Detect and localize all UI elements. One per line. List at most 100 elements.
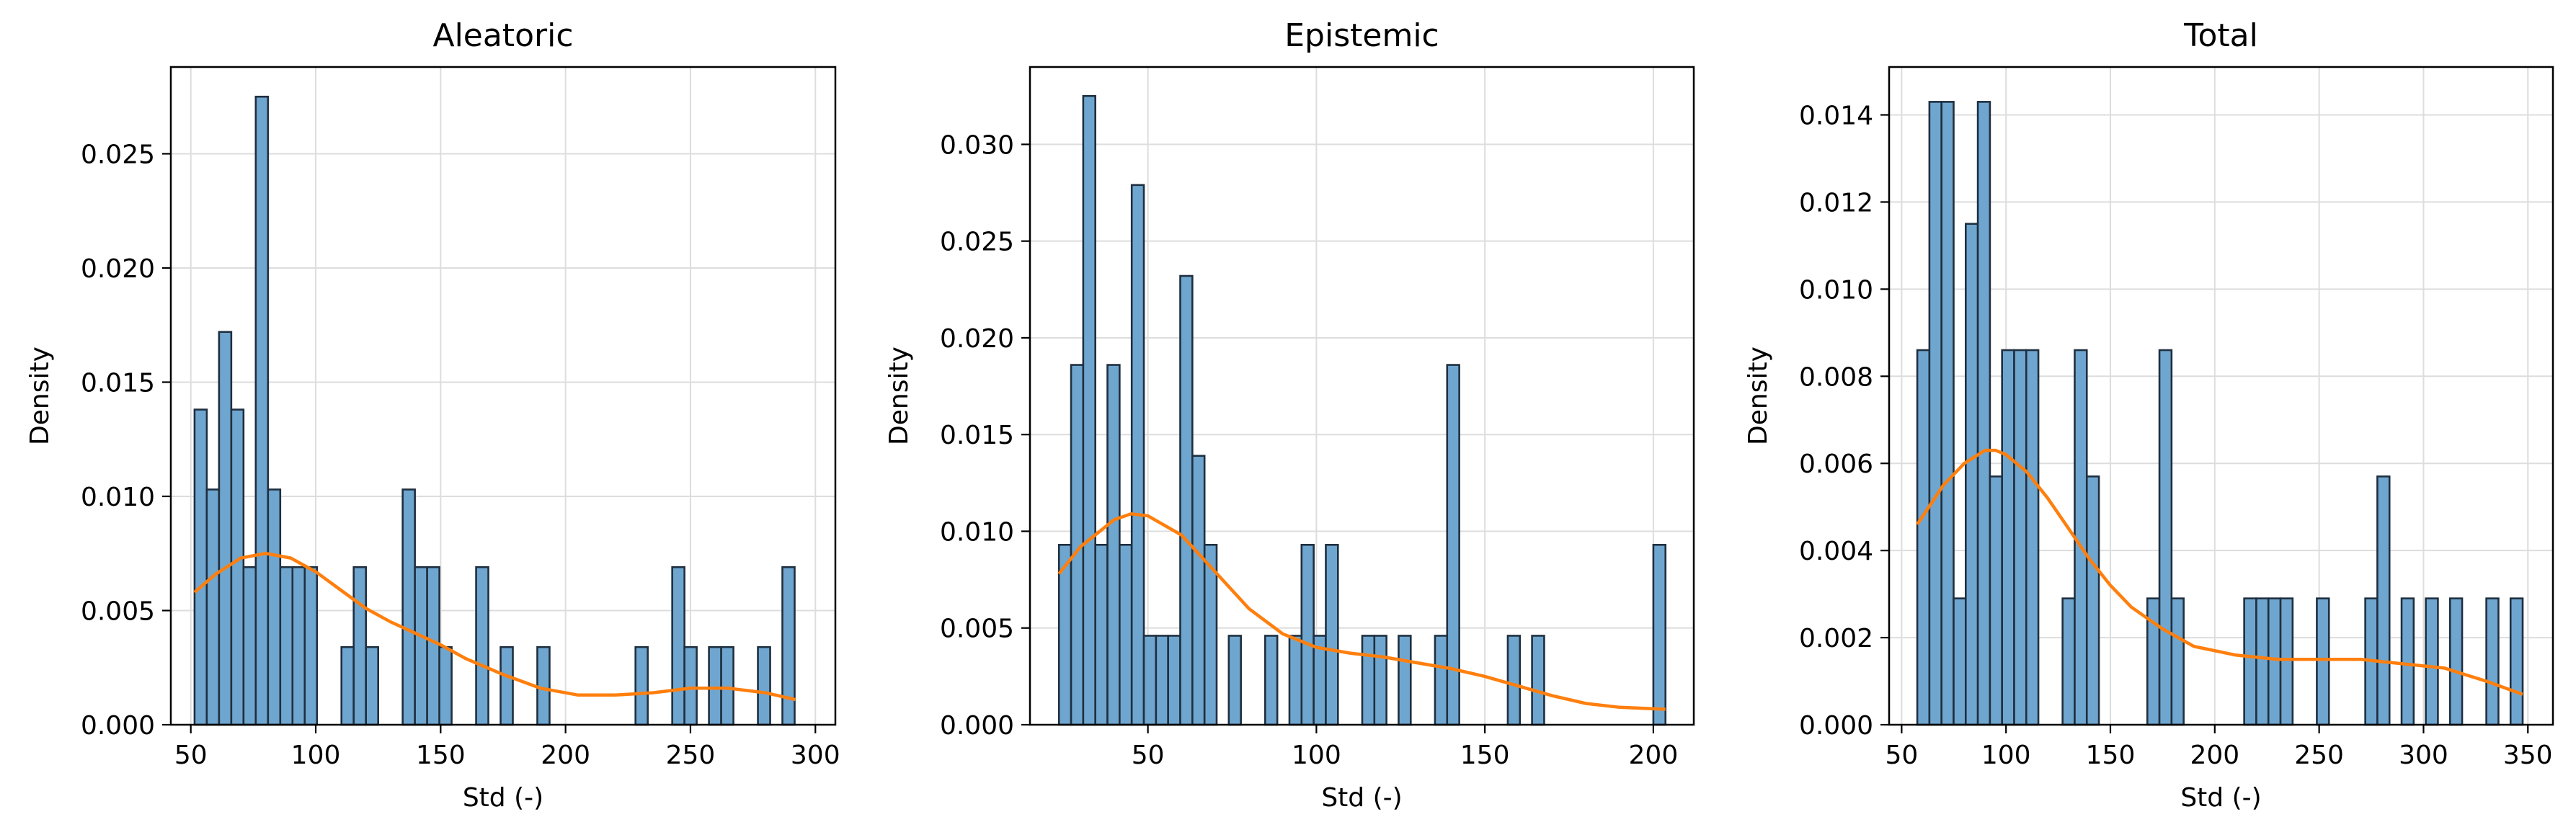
histogram-bar-epistemic-18 <box>1325 543 1339 726</box>
y-tick-label-aleatoric-1: 0.005 <box>81 597 155 626</box>
histogram-bar-total-13 <box>2146 597 2161 726</box>
histogram-bar-aleatoric-8 <box>291 566 306 726</box>
bars-aleatoric <box>193 95 796 726</box>
kde-curve-total <box>1916 448 2523 696</box>
histogram-bar-aleatoric-26 <box>781 566 796 726</box>
x-tick-label-total-6: 350 <box>2503 741 2553 770</box>
histogram-bar-epistemic-10 <box>1179 274 1194 726</box>
kde-curve-epistemic <box>1057 512 1666 711</box>
x-ticks-aleatoric: 50 100 150 200 250 300 <box>174 725 840 770</box>
y-tick-label-total-4: 0.008 <box>1799 362 1873 392</box>
x-tick-label-epistemic-2: 150 <box>1460 741 1510 770</box>
y-tick-label-aleatoric-0: 0.000 <box>81 711 155 741</box>
histogram-bar-aleatoric-3 <box>230 408 245 726</box>
panel-aleatoric: 50 100 150 200 250 300 0.0000.0050.0100.0150.… <box>25 17 840 813</box>
y-tick-label-aleatoric-5: 0.025 <box>81 140 155 169</box>
histogram-bar-aleatoric-5 <box>254 95 270 726</box>
chart-title-total: Total <box>2183 17 2258 54</box>
axes-frame-epistemic <box>1029 66 1695 726</box>
histogram-bar-total-14 <box>2158 349 2173 726</box>
histogram-bar-aleatoric-22 <box>683 645 698 726</box>
grid-total <box>1889 67 2553 725</box>
x-axis-label-total: Std (-) <box>2180 783 2261 813</box>
y-ticks-total: 0.000 0.002 0.004 0.006 0.008 0.010 0.012 0.014 <box>1799 102 1889 741</box>
axes-frame-aleatoric <box>169 66 837 726</box>
y-tick-label-epistemic-1: 0.005 <box>940 615 1014 644</box>
histogram-bar-total-10 <box>2061 597 2076 726</box>
histogram-bar-aleatoric-18 <box>499 645 514 726</box>
histogram-bar-total-19 <box>2279 597 2294 726</box>
histogram-bar-aleatoric-17 <box>475 566 489 726</box>
y-axis-label-aleatoric: Density <box>25 347 55 445</box>
histogram-bar-epistemic-21 <box>1398 635 1412 726</box>
chart-title-epistemic: Epistemic <box>1284 17 1439 54</box>
x-tick-label-epistemic-0: 50 <box>1132 741 1165 770</box>
y-tick-label-epistemic-5: 0.025 <box>940 228 1014 257</box>
histogram-bar-total-8 <box>2013 349 2028 726</box>
x-tick-label-total-5: 300 <box>2399 741 2448 770</box>
histogram-bar-epistemic-19 <box>1361 635 1376 726</box>
histogram-bar-aleatoric-19 <box>536 645 551 726</box>
chart-title-aleatoric: Aleatoric <box>432 17 573 54</box>
y-tick-label-total-7: 0.014 <box>1799 102 1873 131</box>
histogram-bar-epistemic-4 <box>1106 364 1121 726</box>
histogram-bar-epistemic-25 <box>1531 635 1545 726</box>
x-tick-label-total-0: 50 <box>1885 741 1918 770</box>
histogram-bar-epistemic-15 <box>1288 635 1303 726</box>
x-ticks-epistemic: 50 100 150 200 <box>1132 725 1679 770</box>
y-tick-label-aleatoric-4: 0.020 <box>81 254 155 284</box>
grid-aleatoric <box>171 67 835 725</box>
axes-frame-total <box>1888 66 2554 726</box>
y-axis-label-total: Density <box>1744 347 1773 445</box>
y-tick-label-epistemic-2: 0.010 <box>940 517 1014 547</box>
histogram-bar-epistemic-26 <box>1652 543 1667 726</box>
bars-total <box>1916 101 2524 726</box>
histogram-bar-epistemic-6 <box>1130 184 1145 726</box>
histogram-bar-epistemic-24 <box>1506 635 1522 726</box>
histogram-bar-total-6 <box>1989 475 2003 726</box>
histogram-bar-epistemic-2 <box>1082 94 1096 726</box>
panel-total: 50 100 150 200 250 300 350 0.0000.0020.0040.00… <box>1744 17 2554 813</box>
histogram-bar-total-25 <box>2448 597 2464 726</box>
histogram-bar-aleatoric-1 <box>205 488 221 726</box>
histogram-bar-total-5 <box>1976 101 1991 726</box>
histogram-bar-total-23 <box>2400 597 2415 726</box>
x-tick-label-epistemic-3: 200 <box>1629 741 1679 770</box>
histogram-bar-total-9 <box>2025 349 2040 726</box>
histogram-bar-total-15 <box>2170 597 2185 726</box>
histogram-bar-aleatoric-21 <box>671 566 685 726</box>
histogram-bar-total-12 <box>2085 475 2100 726</box>
histogram-bar-epistemic-5 <box>1119 543 1133 726</box>
histogram-bar-total-4 <box>1964 223 1979 726</box>
histogram-bar-aleatoric-6 <box>267 488 282 726</box>
histogram-bar-epistemic-9 <box>1167 635 1181 726</box>
y-ticks-aleatoric: 0.000 0.005 0.010 0.015 0.020 0.025 <box>81 140 171 741</box>
histogram-bar-total-1 <box>1928 101 1942 726</box>
histogram-bar-epistemic-16 <box>1300 543 1315 726</box>
x-tick-label-aleatoric-4: 250 <box>666 741 716 770</box>
histogram-bar-total-0 <box>1916 349 1931 726</box>
histogram-bar-epistemic-13 <box>1227 635 1242 726</box>
x-tick-label-aleatoric-3: 200 <box>541 741 590 770</box>
histogram-bar-total-20 <box>2316 597 2330 726</box>
x-axis-label-epistemic: Std (-) <box>1321 783 1402 813</box>
y-tick-label-total-3: 0.006 <box>1799 450 1873 479</box>
histogram-bar-total-17 <box>2255 597 2270 726</box>
histogram-bar-epistemic-14 <box>1264 635 1279 726</box>
histogram-bar-aleatoric-7 <box>279 566 294 726</box>
histogram-bar-aleatoric-12 <box>365 645 379 726</box>
x-tick-label-epistemic-1: 100 <box>1292 741 1341 770</box>
x-tick-label-total-3: 200 <box>2190 741 2239 770</box>
histogram-bar-total-16 <box>2243 597 2257 726</box>
y-tick-label-total-2: 0.004 <box>1799 537 1873 566</box>
histogram-bar-aleatoric-25 <box>757 645 771 726</box>
histogram-bar-aleatoric-2 <box>218 331 233 726</box>
histogram-bar-aleatoric-14 <box>414 566 428 726</box>
y-tick-label-total-6: 0.012 <box>1799 188 1873 218</box>
y-ticks-epistemic: 0.000 0.005 0.010 0.015 0.020 0.025 0.030 <box>940 130 1030 741</box>
y-tick-label-total-5: 0.010 <box>1799 275 1873 305</box>
histogram-bar-total-26 <box>2485 597 2500 726</box>
histogram-bar-aleatoric-16 <box>438 645 453 726</box>
histogram-bar-aleatoric-10 <box>340 645 355 726</box>
